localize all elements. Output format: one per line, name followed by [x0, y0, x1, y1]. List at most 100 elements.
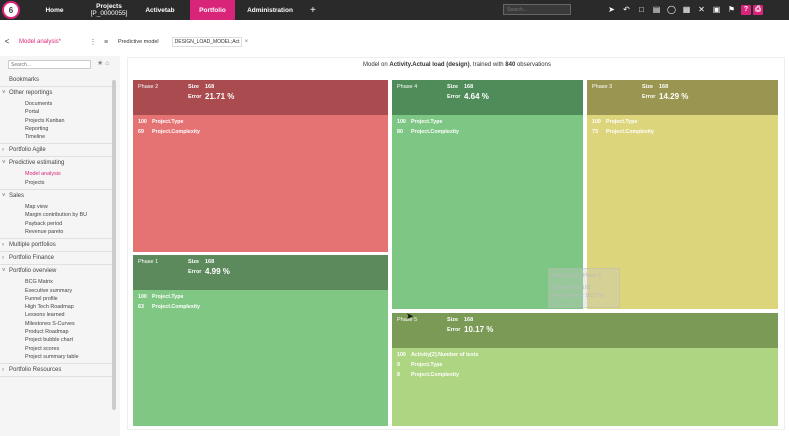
size-label: Size: [642, 84, 654, 90]
predictive-model-label: Predictive model: [118, 39, 159, 45]
image-icon[interactable]: ▣: [712, 5, 721, 14]
nav-tab-projects[interactable]: Projects [P_0000055]: [85, 0, 133, 20]
importance-row: 73 Project.Complexity: [592, 129, 654, 135]
sidebar-item[interactable]: Map view: [25, 204, 48, 211]
flag-icon[interactable]: ⚑: [727, 5, 736, 14]
nav-tab-home[interactable]: Home: [32, 0, 77, 20]
importance-value: 100: [397, 352, 406, 358]
table-icon[interactable]: ▦: [682, 5, 691, 14]
sidebar-item[interactable]: Project scores: [25, 345, 60, 352]
sidebar-section[interactable]: ˅ Other reportings: [0, 87, 112, 100]
sidebar-item[interactable]: Projects: [25, 179, 45, 186]
importance-value: 100: [592, 119, 601, 125]
sidebar-item[interactable]: BCG Matrix: [25, 279, 53, 286]
sidebar-section[interactable]: › Portfolio Agile: [0, 144, 112, 158]
sidebar-section[interactable]: Bookmarks: [0, 74, 112, 87]
title-mid: , trained with: [469, 62, 506, 68]
undo-icon[interactable]: ↶: [623, 5, 630, 14]
add-tab-button[interactable]: +: [310, 4, 316, 16]
report-toolbar: < Model analysis* ⋮ ≡ Predictive model D…: [0, 33, 789, 51]
importance-row: 100 Project.Type: [592, 119, 637, 125]
nav-tab-label: Administration: [247, 6, 293, 14]
chevron-down-icon: ˅: [2, 160, 6, 167]
sidebar-item[interactable]: Margin contribution by BU: [25, 212, 88, 219]
sidebar-section[interactable]: › Multiple portfolios: [0, 239, 112, 253]
print-icon[interactable]: ⎙: [753, 5, 763, 15]
error-label: Error: [188, 269, 202, 275]
sidebar-section-label: Portfolio Finance: [9, 255, 55, 262]
sidebar-section[interactable]: ˅ Sales: [0, 190, 112, 203]
importance-value: 73: [592, 129, 598, 135]
error-value: 4.99 %: [205, 267, 230, 276]
phase-name: Phase 2: [138, 84, 159, 90]
error-label: Error: [447, 94, 461, 100]
treemap-cell-body: 100 Activity[2].Number of tests 9 Project.T…: [392, 348, 778, 426]
sidebar-section[interactable]: › Portfolio Resources: [0, 364, 112, 378]
sidebar-item[interactable]: Reporting: [25, 125, 49, 132]
importance-variable: Project.Type: [411, 362, 443, 368]
sidebar-item[interactable]: Milestones S-Curves: [25, 320, 75, 327]
sidebar-item[interactable]: Documents: [25, 101, 53, 107]
treemap-cell-body: 100 Project.Type 63 Project.Complexity: [133, 290, 388, 426]
treemap-cell[interactable]: Phase 2 Size 168 Error 21.71 % 100 Project.Typ…: [133, 80, 388, 252]
calendar-icon[interactable]: ▤: [652, 5, 661, 14]
importance-variable: Project.Complexity: [411, 372, 459, 378]
sidebar-section-label: Portfolio Resources: [9, 367, 62, 374]
nav-tab-administration[interactable]: Administration: [240, 0, 300, 20]
sidebar-item[interactable]: Executive summary: [25, 287, 73, 294]
treemap-cell-header: Phase 4 Size 168 Error 4.64 %: [392, 80, 583, 115]
size-value: 168: [464, 84, 474, 90]
treemap-cell[interactable]: Phase 1 Size 168 Error 4.99 % 100 Project.Type…: [133, 255, 388, 426]
sidebar-item[interactable]: Lessons learned: [25, 312, 65, 319]
report-title[interactable]: Model analysis*: [19, 39, 62, 45]
sidebar-item[interactable]: Funnel profile: [25, 295, 58, 302]
sidebar-item[interactable]: Portal: [25, 109, 40, 116]
app-logo[interactable]: 6: [1, 0, 21, 20]
help-icon[interactable]: ?: [741, 5, 751, 15]
sidebar-item[interactable]: Product Roadmap: [25, 329, 69, 336]
dollar-icon[interactable]: ◯: [667, 5, 676, 14]
sidebar-item[interactable]: Project summary table: [25, 353, 79, 360]
sidebar-section-label: Other reportings: [9, 90, 53, 96]
global-search-input[interactable]: [503, 4, 571, 15]
chat-icon[interactable]: □: [639, 5, 644, 14]
sidebar-section-label: Portfolio overview: [9, 268, 57, 275]
sidebar-favorite-icons[interactable]: ★ ⌂: [97, 60, 110, 67]
size-value: 168: [659, 84, 669, 90]
sidebar-section[interactable]: ˅ Portfolio overview: [0, 265, 112, 278]
clear-model-icon[interactable]: ×: [244, 39, 249, 45]
treemap-cell[interactable]: Phase 5 Size 168 Error 10.17 % 100 Activity[2]…: [392, 313, 778, 426]
sidebar-scrollbar[interactable]: [112, 80, 116, 410]
chevron-right-icon: ›: [2, 147, 4, 154]
error-value: 4.64 %: [464, 92, 489, 101]
importance-value: 100: [138, 294, 147, 300]
sidebar-item[interactable]: Project bubble chart: [25, 337, 73, 344]
sidebar-item[interactable]: Timeline: [25, 134, 46, 141]
predictive-model-select[interactable]: DESIGN_LOAD_MODEL;Act: [171, 37, 242, 47]
more-menu-icon[interactable]: ⋮: [89, 39, 97, 46]
treemap-cell[interactable]: Phase 4 Size 168 Error 4.64 % 100 Project.Type…: [392, 80, 583, 309]
treemap-cell-header: Phase 2 Size 168 Error 21.71 %: [133, 80, 388, 115]
nav-tab-sublabel: [P_0000055]: [90, 10, 128, 17]
close-dropdown-icon[interactable]: ✕: [698, 5, 705, 14]
sidebar-section[interactable]: ˅ Predictive estimating: [0, 157, 112, 170]
sidebar-search-input[interactable]: [8, 60, 91, 69]
treemap-cell[interactable]: Phase 3 Size 168 Error 14.29 % 100 Project.Typ…: [587, 80, 778, 309]
nav-tab-portfolio[interactable]: Portfolio: [190, 0, 235, 20]
size-label: Size: [447, 317, 459, 323]
sidebar-item[interactable]: High Tech Roadmap: [25, 304, 74, 311]
sidebar-item[interactable]: Payback period: [25, 220, 63, 227]
treemap-cell-body: 100 Project.Type 80 Project.Complexity: [392, 115, 583, 309]
model-settings-icon[interactable]: ≡: [103, 38, 109, 46]
sidebar-section[interactable]: › Portfolio Finance: [0, 252, 112, 266]
model-title: Model on Activity.Actual load (design), …: [128, 62, 786, 68]
tooltip-line: Sample size: 168: [552, 285, 591, 291]
hover-tooltip: Activity.Type: Phase 3 Sample size: 168 …: [548, 268, 620, 308]
sidebar-item[interactable]: Revenue pareto: [25, 228, 64, 235]
sidebar-item[interactable]: Projects Kanban: [25, 117, 65, 124]
share-icon[interactable]: ➤: [608, 5, 615, 14]
nav-tab-activetab[interactable]: Activetab: [137, 0, 183, 20]
size-label: Size: [447, 84, 459, 90]
sidebar-item[interactable]: Model analysis: [25, 171, 61, 178]
back-button[interactable]: <: [4, 37, 10, 46]
